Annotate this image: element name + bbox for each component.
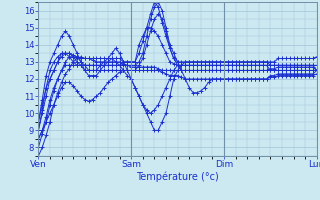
X-axis label: Température (°c): Température (°c) [136, 172, 219, 182]
